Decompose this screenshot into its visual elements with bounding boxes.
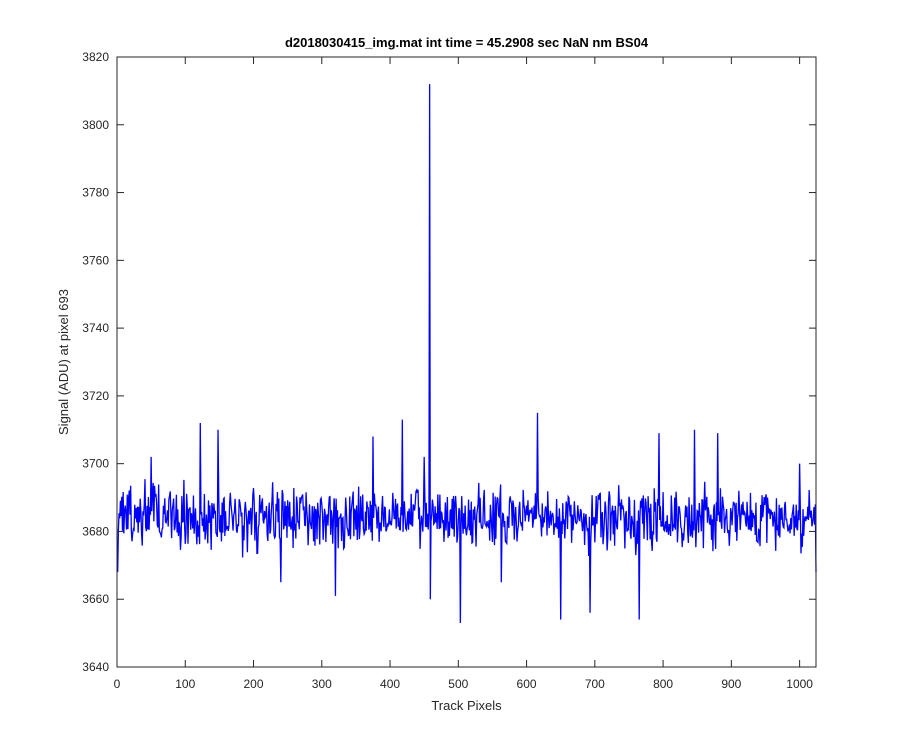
y-tick-label: 3640 [82, 660, 109, 674]
x-tick-label: 200 [244, 677, 264, 691]
x-tick-label: 300 [312, 677, 332, 691]
x-axis-label: Track Pixels [431, 698, 502, 713]
x-axis-ticks: 0 100 200 300 400 500 600 700 800 900 1000 [114, 57, 813, 691]
y-axis-ticks: 3640 3660 3680 3700 3720 3740 3760 3780 3800 3820 [82, 50, 816, 674]
x-tick-label: 800 [653, 677, 673, 691]
x-tick-label: 0 [114, 677, 121, 691]
x-tick-label: 600 [517, 677, 537, 691]
y-tick-label: 3660 [82, 592, 109, 606]
y-tick-label: 3680 [82, 524, 109, 538]
y-tick-label: 3720 [82, 389, 109, 403]
x-tick-label: 1000 [786, 677, 813, 691]
y-tick-label: 3760 [82, 253, 109, 267]
chart-title: d2018030415_img.mat int time = 45.2908 s… [285, 35, 649, 50]
x-tick-label: 500 [448, 677, 468, 691]
y-tick-label: 3780 [82, 186, 109, 200]
y-tick-label: 3700 [82, 457, 109, 471]
y-tick-label: 3800 [82, 118, 109, 132]
x-tick-label: 100 [175, 677, 195, 691]
y-axis-label: Signal (ADU) at pixel 693 [56, 289, 71, 435]
y-tick-label: 3820 [82, 50, 109, 64]
axes-box [116, 56, 817, 668]
x-tick-label: 400 [380, 677, 400, 691]
series-line-signal [117, 84, 817, 623]
x-tick-label: 700 [585, 677, 605, 691]
y-tick-label: 3740 [82, 321, 109, 335]
x-tick-label: 900 [721, 677, 741, 691]
